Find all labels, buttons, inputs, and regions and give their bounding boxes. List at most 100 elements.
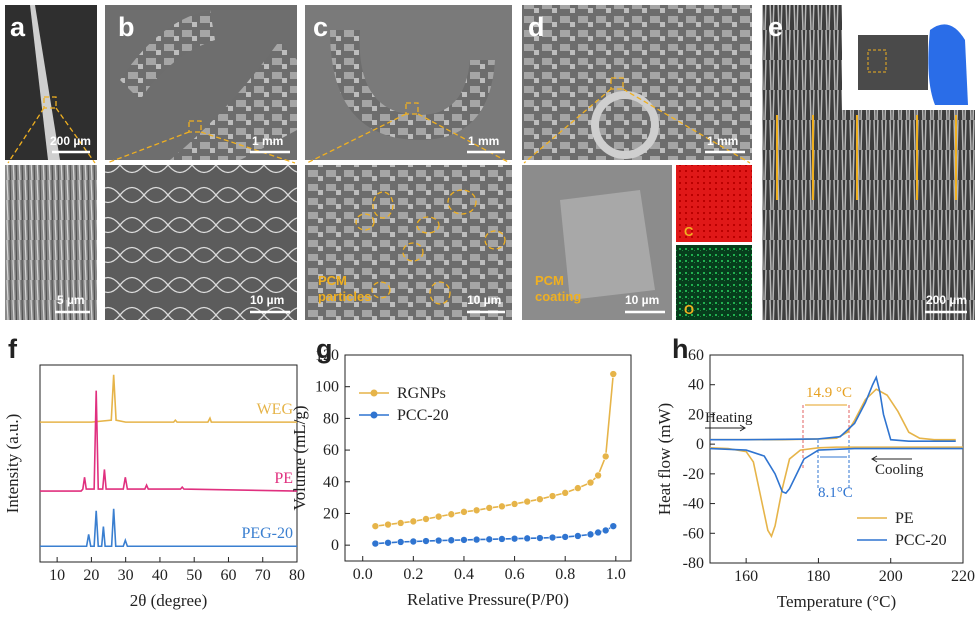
marker bbox=[548, 533, 557, 542]
image-a-bottom bbox=[5, 165, 97, 320]
x-tick-label: 220 bbox=[951, 568, 975, 585]
y-axis-label: Heat flow (mW) bbox=[655, 403, 674, 515]
legend-label: PE bbox=[895, 510, 914, 527]
marker bbox=[536, 495, 544, 504]
x-tick-label: 40 bbox=[152, 567, 168, 584]
marker bbox=[384, 538, 392, 547]
marker bbox=[384, 520, 392, 529]
marker bbox=[523, 497, 532, 506]
marker bbox=[447, 510, 456, 519]
marker bbox=[594, 471, 602, 480]
marker bbox=[574, 532, 582, 540]
annotation: Cooling bbox=[875, 462, 924, 478]
panel-letter: c bbox=[313, 12, 328, 42]
marker bbox=[371, 522, 380, 530]
sample bbox=[858, 35, 928, 90]
series-label: PE bbox=[274, 470, 293, 487]
marker bbox=[434, 536, 443, 545]
scale-label: 1 mm bbox=[468, 134, 499, 148]
x-axis-label: 2θ (degree) bbox=[130, 591, 208, 610]
x-tick-label: 50 bbox=[186, 567, 202, 584]
x-axis-label: Relative Pressure(P/P0) bbox=[407, 590, 569, 609]
x-tick-label: 1.0 bbox=[606, 566, 626, 583]
marker bbox=[472, 535, 481, 544]
map-c bbox=[676, 165, 752, 242]
marker bbox=[434, 512, 443, 521]
worms bbox=[120, 10, 297, 160]
series-line bbox=[40, 374, 297, 423]
annotation: 8.1°C bbox=[818, 485, 853, 501]
marker bbox=[371, 539, 380, 548]
x-tick-label: 0.6 bbox=[505, 566, 525, 583]
marker bbox=[498, 535, 506, 543]
marker bbox=[460, 508, 468, 516]
annotation: 14.9 °C bbox=[806, 385, 852, 401]
x-tick-label: 200 bbox=[879, 568, 903, 585]
scale-label: 10 µm bbox=[250, 293, 284, 307]
x-axis-label: Temperature (°C) bbox=[777, 592, 896, 611]
scale-label: 10 µm bbox=[467, 293, 501, 307]
glove bbox=[928, 24, 968, 105]
marker bbox=[472, 506, 481, 515]
series-line bbox=[709, 447, 963, 495]
flake bbox=[560, 190, 655, 300]
marker bbox=[447, 536, 456, 545]
annotation: Heating bbox=[705, 410, 753, 426]
panel-letter: b bbox=[118, 12, 135, 42]
y-tick-label: 100 bbox=[315, 379, 339, 396]
coil bbox=[591, 91, 659, 159]
y-tick-label: -40 bbox=[683, 496, 704, 513]
marker bbox=[586, 530, 595, 539]
y-tick-label: 20 bbox=[688, 406, 704, 423]
marker bbox=[510, 534, 519, 543]
series-line bbox=[40, 508, 297, 548]
marker bbox=[422, 515, 430, 523]
marker bbox=[485, 535, 494, 544]
map-label: O bbox=[684, 302, 694, 317]
scale-label: 200 µm bbox=[50, 134, 91, 148]
marker bbox=[498, 502, 506, 511]
note: PCM bbox=[535, 273, 564, 288]
image-c-bottom bbox=[305, 165, 512, 320]
marker bbox=[586, 478, 595, 487]
marker bbox=[396, 538, 405, 546]
y-axis-label: Intensity (a.u.) bbox=[3, 414, 22, 514]
panel-letter: d bbox=[528, 12, 545, 42]
zoom-lines bbox=[7, 77, 751, 305]
legend-label: PCC-20 bbox=[895, 532, 947, 549]
marker bbox=[548, 492, 557, 500]
plot-frame bbox=[344, 354, 632, 562]
worm bbox=[330, 30, 495, 140]
x-tick-label: 180 bbox=[806, 568, 830, 585]
scale-label: 1 mm bbox=[707, 134, 738, 148]
scale-label: 1 mm bbox=[252, 134, 283, 148]
map-o bbox=[676, 245, 752, 320]
legend-label: PCC-20 bbox=[397, 407, 449, 424]
x-tick-label: 0.8 bbox=[555, 566, 575, 583]
series-label: WEG bbox=[257, 401, 294, 418]
marker bbox=[561, 533, 569, 541]
panel-letter: f bbox=[8, 334, 18, 364]
y-tick-label: 40 bbox=[323, 474, 339, 491]
marker bbox=[485, 504, 494, 512]
y-axis-label: Volume (mL/g) bbox=[290, 406, 309, 511]
image-d-top bbox=[522, 5, 752, 160]
y-tick-label: 60 bbox=[688, 347, 704, 364]
x-tick-label: 10 bbox=[49, 567, 65, 584]
marker bbox=[396, 519, 405, 527]
x-tick-label: 70 bbox=[255, 567, 271, 584]
y-tick-label: -60 bbox=[683, 525, 704, 542]
legend-marker bbox=[370, 411, 378, 419]
marker bbox=[609, 522, 618, 530]
map-label: C bbox=[684, 224, 694, 239]
scale-label: 200 µm bbox=[926, 293, 967, 307]
x-tick-label: 0.4 bbox=[454, 566, 474, 583]
panel-letter: h bbox=[672, 334, 689, 364]
scale-label: 5 µm bbox=[57, 293, 85, 307]
marker bbox=[422, 537, 430, 545]
x-tick-label: 20 bbox=[83, 567, 99, 584]
legend-label: RGNPs bbox=[397, 385, 446, 402]
marker bbox=[601, 526, 610, 535]
y-tick-label: -20 bbox=[683, 466, 704, 483]
